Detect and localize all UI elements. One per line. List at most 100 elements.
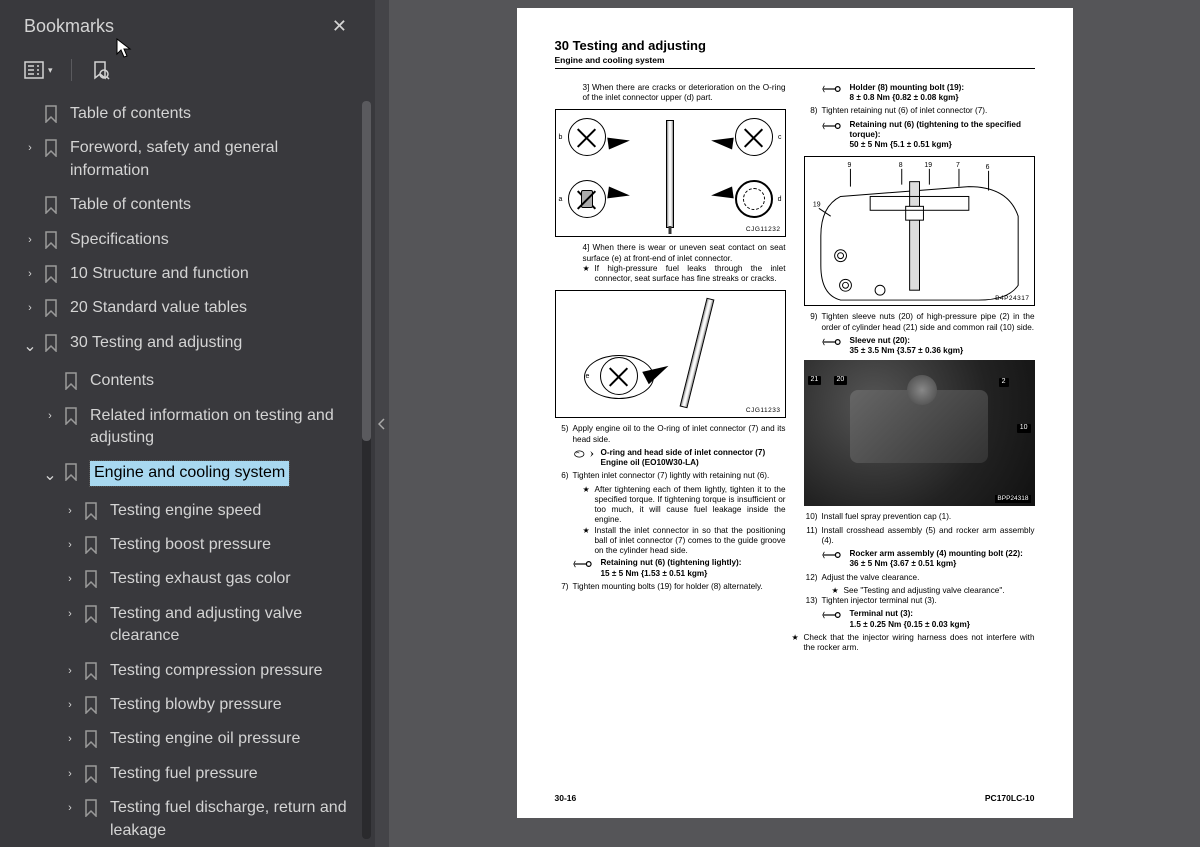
bookmark-item[interactable]: ›Testing boost pressure: [0, 528, 375, 562]
bookmark-item[interactable]: ›Testing exhaust gas color: [0, 562, 375, 596]
bookmark-label: Testing engine oil pressure: [110, 728, 308, 750]
bookmark-options-button[interactable]: ▾: [24, 61, 53, 79]
photo-callout: 10: [1017, 424, 1031, 433]
bookmark-item[interactable]: ›Table of contents: [0, 188, 375, 222]
bookmark-icon: [42, 265, 60, 283]
bookmark-item[interactable]: ›10 Structure and function: [0, 257, 375, 291]
left-column: 3] When there are cracks or deterioratio…: [555, 83, 786, 654]
collapse-sidebar-button[interactable]: [375, 0, 389, 847]
spec-value: 35 ± 3.5 Nm {3.57 ± 0.36 kgm}: [850, 346, 964, 355]
chevron-right-icon[interactable]: ›: [62, 504, 78, 519]
step-text: Tighten sleeve nuts (20) of high-pressur…: [822, 312, 1035, 333]
paragraph: 3] When there are cracks or deterioratio…: [555, 83, 786, 104]
bookmark-item[interactable]: ›Contents: [0, 364, 375, 398]
bookmark-icon: [82, 696, 100, 714]
bookmark-label: Testing fuel discharge, return and leaka…: [110, 797, 355, 842]
step-text: Install fuel spray prevention cap (1).: [822, 512, 1035, 522]
chevron-right-icon[interactable]: ›: [62, 698, 78, 713]
bookmark-item[interactable]: › Testing engine speed: [0, 494, 375, 528]
step-text: Install crosshead assembly (5) and rocke…: [822, 526, 1035, 547]
spec-label: Terminal nut (3):: [850, 609, 914, 618]
spec-label: Rocker arm assembly (4) mounting bolt (2…: [850, 549, 1023, 558]
spec-label: Retaining nut (6) (tightening lightly):: [601, 558, 742, 567]
spec-label: Holder (8) mounting bolt (19):: [850, 83, 965, 92]
torque-icon: [822, 610, 844, 620]
bookmark-item[interactable]: ⌄ 30 Testing and adjusting: [0, 326, 375, 364]
bookmark-item[interactable]: ⌄Engine and cooling system: [0, 455, 375, 493]
figure-diagram: e CJG11233: [555, 290, 786, 418]
bookmark-icon: [62, 463, 80, 481]
bookmark-label: 20 Standard value tables: [70, 297, 255, 319]
bookmark-label: Foreword, safety and general information: [70, 137, 355, 182]
chevron-right-icon[interactable]: ›: [22, 267, 38, 282]
note-text: Install the inlet connector in so that t…: [595, 526, 786, 557]
bookmark-item[interactable]: › Testing compression pressure: [0, 654, 375, 688]
chevron-right-icon[interactable]: ›: [62, 732, 78, 747]
bookmark-label: Contents: [90, 370, 162, 392]
spec-value: 1.5 ± 0.25 Nm {0.15 ± 0.03 kgm}: [850, 620, 971, 629]
torque-icon: [822, 337, 844, 347]
bookmark-label: Table of contents: [70, 194, 199, 216]
bookmark-item[interactable]: ›Table of contents: [0, 97, 375, 131]
figure-id: BPP24318: [995, 495, 1030, 503]
pdf-page: 30 Testing and adjusting Engine and cool…: [517, 8, 1073, 818]
figure-id: CJG11233: [746, 407, 781, 415]
close-icon[interactable]: ✕: [324, 12, 355, 41]
bookmarks-panel: Bookmarks ✕ ▾ ›Table of contents›Forewor…: [0, 0, 375, 847]
bookmark-label: Related information on testing and adjus…: [90, 405, 355, 450]
note-text: After tightening each of them lightly, t…: [595, 485, 786, 526]
chevron-down-icon[interactable]: ⌄: [22, 336, 38, 358]
chevron-right-icon[interactable]: ›: [62, 538, 78, 553]
svg-text:8: 8: [898, 162, 902, 169]
svg-text:19: 19: [812, 202, 820, 209]
bookmark-label: Testing engine speed: [110, 500, 269, 522]
chevron-right-icon[interactable]: ›: [22, 301, 38, 316]
chevron-right-icon[interactable]: ›: [62, 664, 78, 679]
chevron-right-icon[interactable]: ›: [62, 607, 78, 622]
bookmark-icon: [82, 662, 100, 680]
scrollbar-thumb[interactable]: [362, 101, 371, 441]
right-column: Holder (8) mounting bolt (19):8 ± 0.8 Nm…: [804, 83, 1035, 654]
chevron-right-icon[interactable]: ›: [62, 572, 78, 587]
bookmark-item[interactable]: › 20 Standard value tables: [0, 291, 375, 325]
step-text: Apply engine oil to the O-ring of inlet …: [573, 424, 786, 445]
bookmark-label: Specifications: [70, 229, 177, 251]
note-text: Check that the injector wiring harness d…: [804, 633, 1035, 654]
bookmark-icon: [42, 196, 60, 214]
chevron-right-icon[interactable]: ›: [22, 233, 38, 248]
model-number: PC170LC-10: [985, 793, 1035, 804]
bookmark-label: Testing compression pressure: [110, 660, 331, 682]
bookmarks-title: Bookmarks: [24, 16, 114, 37]
bookmark-item[interactable]: › Testing engine oil pressure: [0, 722, 375, 756]
bookmark-tree[interactable]: ›Table of contents›Foreword, safety and …: [0, 93, 375, 847]
find-bookmark-button[interactable]: [90, 60, 110, 80]
bookmark-item[interactable]: ›Testing and adjusting valve clearance: [0, 597, 375, 654]
document-viewport[interactable]: 30 Testing and adjusting Engine and cool…: [389, 0, 1200, 847]
bookmark-item[interactable]: › Foreword, safety and general informatio…: [0, 131, 375, 188]
figure-label: e: [586, 373, 590, 382]
bookmark-item[interactable]: › Specifications: [0, 223, 375, 257]
bookmark-item[interactable]: ›Testing blowby pressure: [0, 688, 375, 722]
figure-diagram: b c a d CJG11232: [555, 109, 786, 237]
bookmark-icon: [62, 407, 80, 425]
chevron-right-icon[interactable]: ›: [62, 767, 78, 782]
photo-callout: 20: [834, 376, 848, 385]
figure-label: a: [559, 196, 563, 205]
chevron-down-icon[interactable]: ⌄: [42, 465, 58, 487]
spec-value: 15 ± 5 Nm {1.53 ± 0.51 kgm}: [601, 569, 708, 578]
figure-diagram: 9 8 19 7 6 19 B4P24317: [804, 156, 1035, 306]
bookmark-label: 30 Testing and adjusting: [70, 332, 250, 354]
chevron-right-icon[interactable]: ›: [22, 141, 38, 156]
torque-icon: [822, 84, 844, 94]
step-text: Tighten inlet connector (7) lightly with…: [573, 471, 786, 481]
bookmark-icon: [82, 536, 100, 554]
figure-photo: 21 20 2 10 BPP24318: [804, 360, 1035, 506]
bookmark-item[interactable]: ›Testing fuel pressure: [0, 757, 375, 791]
chevron-right-icon[interactable]: ›: [42, 409, 58, 424]
bookmark-item[interactable]: › Testing fuel discharge, return and leak…: [0, 791, 375, 847]
chevron-right-icon[interactable]: ›: [62, 801, 78, 816]
bookmark-icon: [42, 299, 60, 317]
spec-value: 8 ± 0.8 Nm {0.82 ± 0.08 kgm}: [850, 93, 959, 102]
svg-text:7: 7: [956, 162, 960, 169]
bookmark-item[interactable]: › Related information on testing and adju…: [0, 399, 375, 456]
